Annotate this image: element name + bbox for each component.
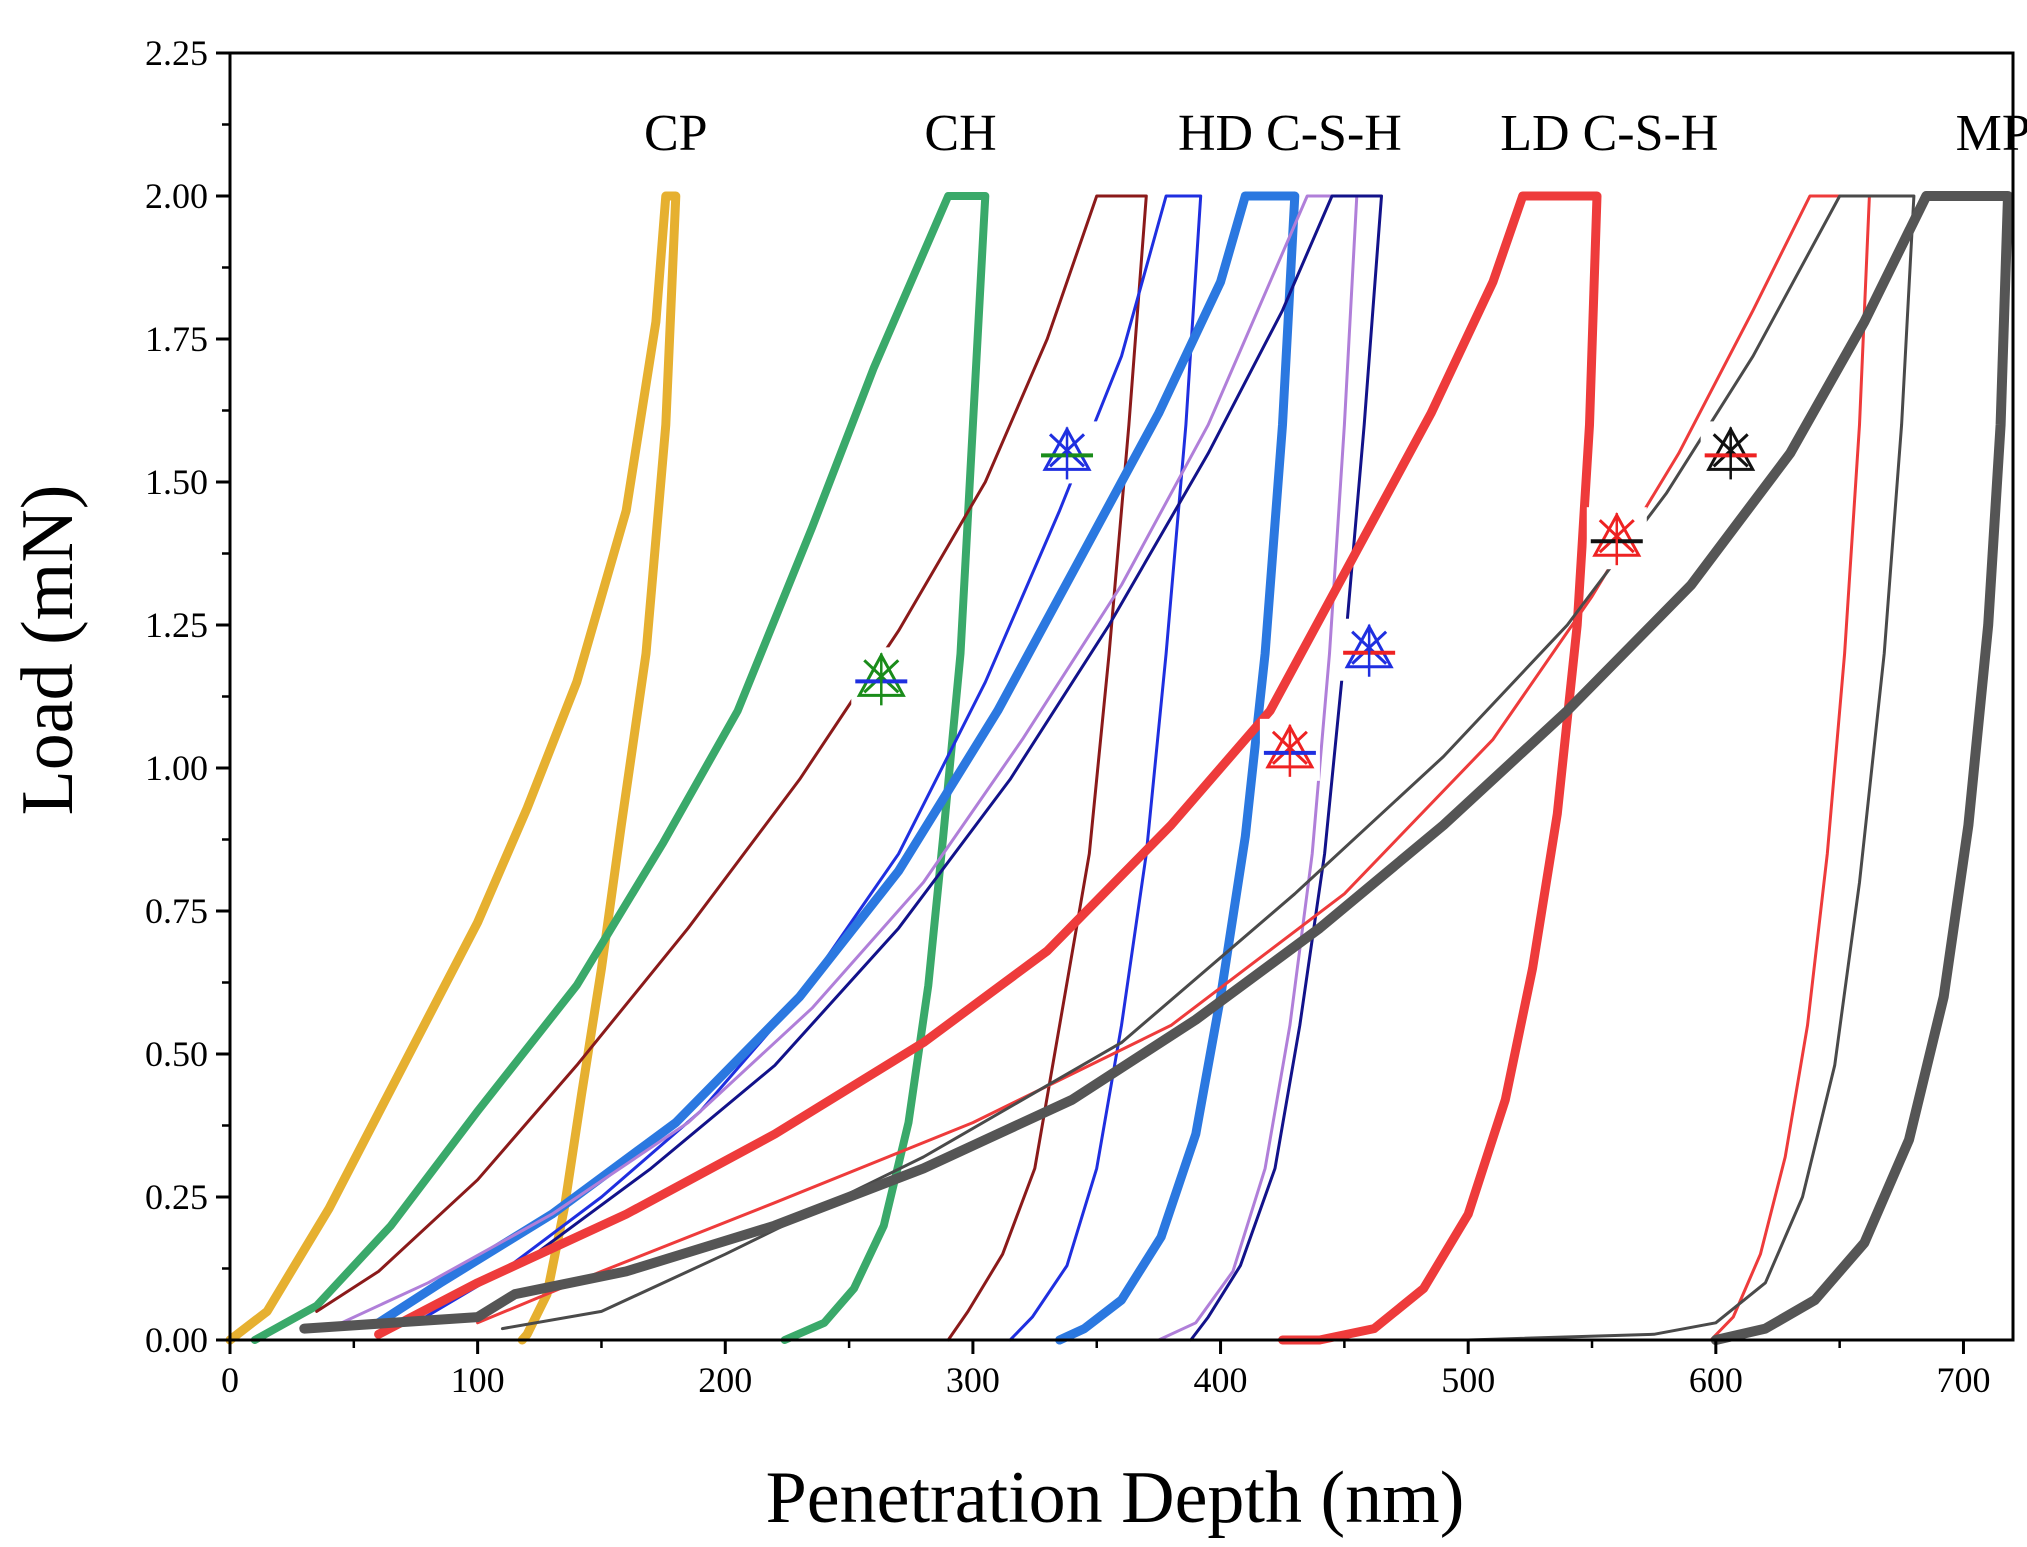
series-line-mp-thin-gray (500, 194, 1916, 1342)
x-tick-label: 300 (946, 1360, 1000, 1400)
x-axis-ticks: 0 100 200 300 400 500 600 700 (221, 1340, 1990, 1400)
marker-2 (1037, 421, 1098, 484)
marker-1 (851, 647, 912, 710)
x-tick-label: 400 (1194, 1360, 1248, 1400)
y-axis-ticks: 0.00 0.25 0.50 0.75 1.00 1.25 1.50 1.75 2.00 2.25 (145, 33, 230, 1360)
series-line-hd-thin-navy (426, 194, 1383, 1342)
curve-label: CP (644, 105, 708, 162)
y-tick-label: 0.75 (145, 891, 208, 931)
series-line-ld-thin-red (476, 194, 1871, 1342)
curve-labels: CP CH HD C-S-H LD C-S-H MP (644, 105, 2027, 162)
series-line-cp (225, 191, 681, 1345)
y-tick-label: 0.00 (145, 1320, 208, 1360)
series-line-hd-thin-darkred (315, 194, 1148, 1342)
curve-label: MP (1956, 105, 2027, 162)
marker-5 (1586, 507, 1647, 570)
y-tick-label: 1.75 (145, 319, 208, 359)
y-tick-label: 0.25 (145, 1177, 208, 1217)
x-tick-label: 0 (221, 1360, 239, 1400)
marker-6 (1700, 421, 1761, 484)
y-tick-label: 1.00 (145, 748, 208, 788)
x-tick-label: 500 (1441, 1360, 1495, 1400)
y-tick-label: 2.25 (145, 33, 208, 73)
series-line-hd-thin-lilac (327, 194, 1359, 1342)
y-axis-title: Load (mN) (7, 485, 89, 816)
x-tick-label: 600 (1689, 1360, 1743, 1400)
x-axis-title: Penetration Depth (nm) (766, 1457, 1465, 1539)
marker-3 (1259, 718, 1320, 781)
x-tick-label: 100 (451, 1360, 505, 1400)
x-tick-label: 700 (1936, 1360, 1990, 1400)
series-line-ld-thick-red (374, 191, 1602, 1345)
series-line-ch (250, 192, 990, 1344)
y-tick-label: 0.50 (145, 1034, 208, 1074)
plot-frame (228, 51, 2015, 1342)
y-tick-label: 1.25 (145, 605, 208, 645)
markers-layer (851, 421, 1761, 781)
x-tick-label: 200 (698, 1360, 752, 1400)
curve-label: HD C-S-H (1178, 105, 1402, 162)
curve-label: LD C-S-H (1500, 105, 1718, 162)
y-tick-label: 2.00 (145, 176, 208, 216)
curve-label: CH (924, 105, 996, 162)
marker-4 (1339, 618, 1400, 681)
y-tick-label: 1.50 (145, 462, 208, 502)
series-line-hd-thick-blue (374, 191, 1300, 1345)
series-line-mp-thick-gray (299, 191, 2013, 1345)
curves-layer (225, 191, 2013, 1345)
